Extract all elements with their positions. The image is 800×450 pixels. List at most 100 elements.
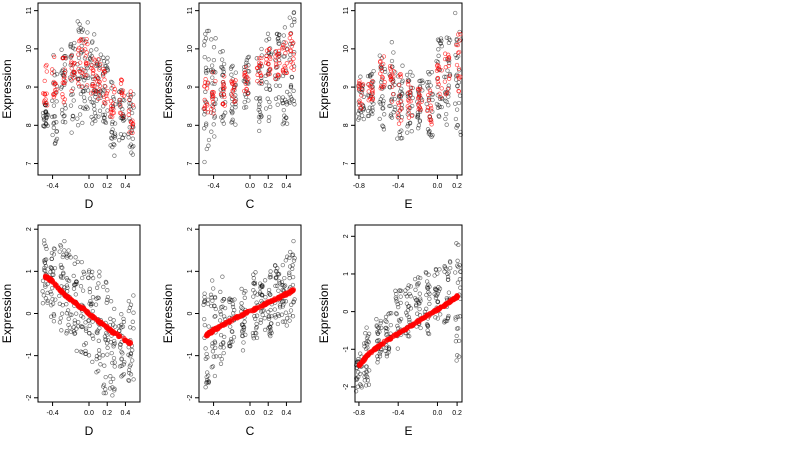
observed-point: [218, 345, 223, 350]
observed-point: [45, 112, 51, 118]
fitted-point: [268, 298, 274, 304]
observed-point: [45, 298, 50, 304]
observed-point: [251, 336, 256, 341]
observed-point: [261, 308, 266, 313]
observed-point: [263, 106, 269, 111]
observed-point: [103, 337, 108, 343]
y-tick-label: 10: [343, 45, 350, 53]
observed-point: [204, 146, 209, 152]
observed-point: [394, 291, 399, 297]
observed-point: [112, 131, 118, 136]
x-tick-label: 0.0: [245, 183, 255, 190]
fitted-point: [239, 311, 245, 317]
observed-point: [220, 274, 225, 279]
observed-point: [206, 324, 211, 329]
observed-point: [213, 36, 218, 41]
observed-point: [444, 35, 449, 40]
fitted-point: [284, 70, 289, 75]
observed-point: [259, 292, 265, 298]
y-axis-title: Expression: [317, 284, 331, 343]
points-group: [40, 238, 136, 398]
observed-point: [90, 269, 95, 275]
fitted-point: [111, 84, 116, 89]
observed-point: [119, 312, 124, 317]
observed-point: [130, 145, 135, 150]
observed-point: [253, 326, 259, 331]
points-group: [355, 10, 464, 141]
observed-point: [243, 105, 249, 110]
points-group: [40, 19, 136, 158]
observed-point: [446, 313, 451, 319]
observed-point: [53, 297, 58, 302]
observed-point: [84, 104, 89, 109]
observed-point: [251, 333, 256, 339]
observed-point: [424, 271, 429, 276]
observed-point: [272, 50, 278, 55]
observed-point: [62, 238, 67, 244]
observed-point: [268, 104, 273, 110]
observed-point: [266, 118, 271, 123]
observed-point: [217, 318, 223, 323]
observed-point: [43, 243, 48, 249]
x-tick-label: 0.4: [282, 410, 292, 417]
observed-point: [253, 316, 258, 321]
observed-point: [425, 70, 431, 75]
observed-point: [407, 291, 412, 297]
observed-point: [275, 102, 280, 107]
observed-point: [128, 362, 133, 367]
y-tick-label: 8: [187, 123, 194, 127]
fitted-point: [103, 101, 108, 106]
observed-point: [128, 372, 134, 377]
observed-point: [202, 316, 207, 322]
fitted-point: [415, 319, 421, 325]
observed-point: [70, 117, 75, 122]
observed-point: [403, 288, 408, 293]
observed-point: [361, 116, 366, 122]
fitted-point: [289, 287, 295, 293]
observed-point: [110, 144, 115, 150]
observed-point: [283, 299, 289, 304]
observed-point: [290, 252, 296, 257]
fitted-point: [234, 313, 240, 319]
observed-point: [120, 351, 125, 356]
observed-point: [209, 129, 214, 134]
observed-point: [68, 103, 74, 108]
observed-point: [58, 262, 64, 268]
observed-point: [49, 303, 54, 308]
x-axis-title: E: [404, 197, 412, 211]
observed-point: [63, 120, 68, 125]
observed-point: [388, 114, 393, 119]
observed-point: [122, 98, 127, 103]
fitted-point: [89, 314, 95, 320]
observed-point: [367, 73, 373, 78]
observed-point: [453, 10, 458, 16]
fitted-point: [52, 88, 58, 93]
observed-point: [454, 333, 459, 339]
observed-point: [378, 349, 383, 355]
observed-point: [381, 98, 386, 104]
observed-point: [424, 101, 429, 107]
fitted-point: [358, 105, 363, 111]
fitted-point: [205, 103, 210, 108]
observed-point: [50, 98, 55, 103]
observed-point: [356, 357, 361, 362]
observed-point: [211, 122, 216, 127]
observed-point: [277, 305, 283, 310]
observed-point: [112, 153, 117, 158]
observed-point: [397, 133, 402, 138]
observed-point: [219, 57, 225, 62]
fitted-point: [380, 74, 385, 80]
observed-point: [264, 86, 269, 91]
observed-point: [391, 110, 396, 115]
observed-point: [110, 360, 115, 366]
observed-point: [210, 75, 215, 80]
fitted-point: [129, 124, 134, 130]
observed-point: [203, 69, 209, 74]
observed-point: [62, 248, 67, 253]
observed-point: [83, 326, 89, 331]
y-tick-label: 2: [187, 227, 194, 231]
fitted-point: [233, 78, 238, 83]
observed-point: [438, 312, 443, 317]
fitted-point: [221, 92, 227, 97]
observed-point: [231, 335, 237, 340]
